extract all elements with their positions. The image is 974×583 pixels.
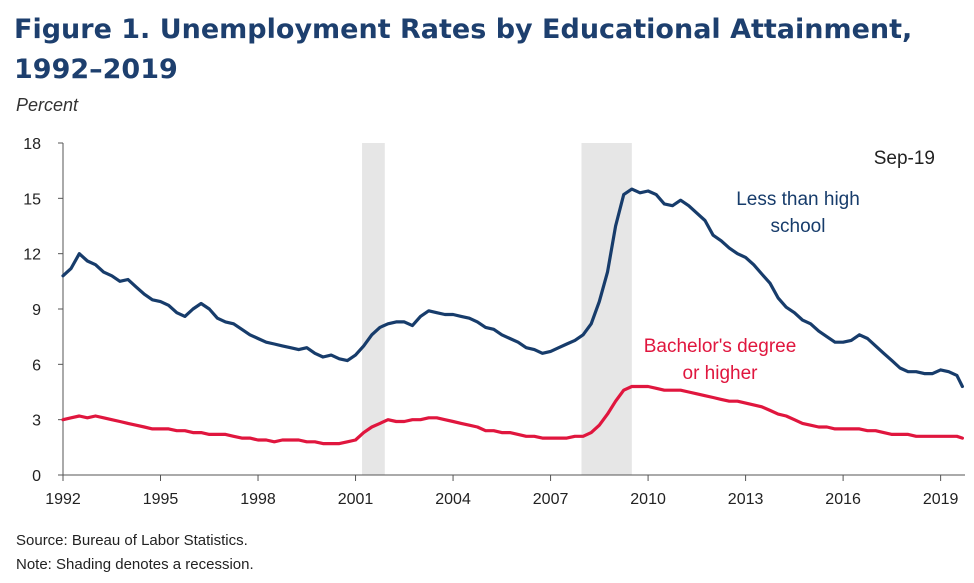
y-tick-label: 18 — [23, 136, 41, 153]
date-annotation: Sep-19 — [874, 148, 935, 169]
x-tick-label: 2001 — [338, 491, 374, 508]
bachelors-degree-label-line-1: Bachelor's degree — [644, 336, 797, 357]
recession-shade-1 — [362, 143, 385, 475]
y-tick-label: 0 — [32, 468, 41, 485]
y-tick-label: 6 — [32, 357, 41, 374]
bachelors-degree-line — [61, 384, 965, 446]
less-than-high-school-label-line-1: Less than high — [736, 189, 860, 210]
x-tick-label: 2016 — [825, 491, 861, 508]
shading-note: Note: Shading denotes a recession. — [16, 556, 254, 573]
y-tick-label: 9 — [32, 302, 41, 319]
y-tick-label: 3 — [32, 413, 41, 430]
x-tick-label: 1998 — [240, 491, 276, 508]
bachelors-degree-label-line-2: or higher — [683, 363, 759, 384]
x-tick-label: 2010 — [630, 491, 666, 508]
less-than-high-school-label-line-2: school — [771, 216, 826, 237]
y-tick-label: 12 — [23, 247, 41, 264]
source-note: Source: Bureau of Labor Statistics. — [16, 532, 248, 549]
x-tick-label: 2004 — [435, 491, 471, 508]
page-title: Figure 1. Unemployment Rates by Educatio… — [14, 14, 913, 85]
less-than-high-school-line — [61, 187, 965, 389]
x-tick-label: 2019 — [923, 491, 959, 508]
x-tick-label: 2007 — [533, 491, 569, 508]
x-tick-label: 1995 — [143, 491, 179, 508]
x-tick-label: 1992 — [45, 491, 81, 508]
y-tick-label: 15 — [23, 191, 41, 208]
y-axis-unit-label: Percent — [16, 95, 79, 115]
x-tick-label: 2013 — [728, 491, 764, 508]
